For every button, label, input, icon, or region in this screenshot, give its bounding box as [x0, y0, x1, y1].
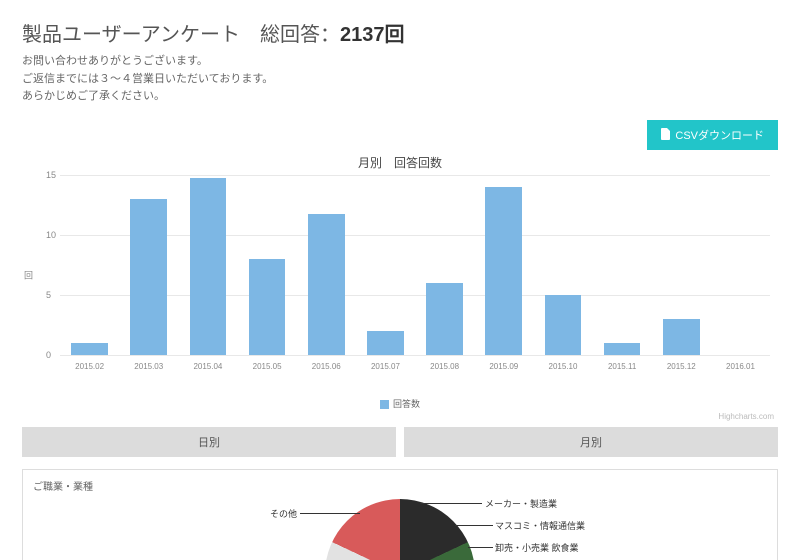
bar-slot: 2015.07	[356, 175, 415, 355]
bar-slot: 2015.05	[238, 175, 297, 355]
title-suffix: 回	[385, 24, 405, 46]
y-tick: 10	[46, 230, 56, 240]
bar-slot: 2015.12	[652, 175, 711, 355]
occupation-panel: ご職業・業種 メーカー・製造業 マスコミ・情報通信業 卸売・小売業 飲食業 観光…	[22, 469, 778, 560]
y-tick: 0	[46, 350, 51, 360]
tab-daily[interactable]: 日別	[22, 427, 396, 457]
panel-title: ご職業・業種	[33, 478, 767, 493]
bar	[190, 178, 227, 354]
page-title: 製品ユーザーアンケート 総回答：2137回	[22, 18, 778, 47]
description: お問い合わせありがとうございます。 ご返信までには３〜４営業日いただいております…	[22, 53, 778, 106]
x-tick: 2015.03	[134, 362, 163, 371]
bars-container: 2015.022015.032015.042015.052015.062015.…	[60, 175, 770, 355]
bar-slot: 2015.03	[119, 175, 178, 355]
y-tick: 5	[46, 290, 51, 300]
bar-chart: 月別 回答回数 回 0510152015.022015.032015.04201…	[22, 154, 778, 421]
bar	[604, 343, 641, 355]
pie-chart: メーカー・製造業 マスコミ・情報通信業 卸売・小売業 飲食業 観光・宿泊業 その…	[33, 499, 767, 560]
x-tick: 2016.01	[726, 362, 755, 371]
bar	[130, 199, 167, 355]
chart-title: 月別 回答回数	[22, 154, 778, 171]
chart-credit: Highcharts.com	[22, 412, 774, 421]
tab-monthly[interactable]: 月別	[404, 427, 778, 457]
title-count: 2137	[340, 24, 385, 46]
bar-slot: 2015.11	[593, 175, 652, 355]
legend-swatch	[380, 400, 389, 409]
x-tick: 2015.12	[667, 362, 696, 371]
pie-leader-line	[300, 513, 360, 514]
legend-label: 回答数	[393, 399, 420, 409]
pie-leader-line	[420, 503, 482, 504]
x-tick: 2015.05	[253, 362, 282, 371]
x-tick: 2015.06	[312, 362, 341, 371]
bar	[426, 283, 463, 355]
x-tick: 2015.10	[548, 362, 577, 371]
pie-label: マスコミ・情報通信業	[495, 519, 585, 532]
bar	[485, 187, 522, 355]
bar	[308, 214, 345, 354]
title-prefix: 製品ユーザーアンケート 総回答：	[22, 24, 340, 46]
bar-slot: 2015.08	[415, 175, 474, 355]
grid-line	[60, 355, 770, 356]
file-icon	[661, 128, 671, 143]
x-tick: 2015.11	[608, 362, 636, 371]
bar	[663, 319, 700, 355]
bar-slot: 2015.09	[474, 175, 533, 355]
x-tick: 2015.09	[489, 362, 518, 371]
bar-slot: 2016.01	[711, 175, 770, 355]
bar	[545, 295, 582, 355]
csv-button-label: CSVダウンロード	[675, 127, 764, 143]
desc-line: あらかじめご了承ください。	[22, 88, 778, 106]
csv-download-button[interactable]: CSVダウンロード	[647, 120, 778, 150]
chart-legend: 回答数	[22, 397, 778, 410]
y-tick: 15	[46, 170, 56, 180]
x-tick: 2015.04	[193, 362, 222, 371]
desc-line: お問い合わせありがとうございます。	[22, 53, 778, 71]
bar	[71, 343, 108, 355]
plot-area: 0510152015.022015.032015.042015.052015.0…	[60, 175, 770, 355]
desc-line: ご返信までには３〜４営業日いただいております。	[22, 71, 778, 89]
bar	[249, 259, 286, 355]
pie-leader-line	[455, 525, 493, 526]
pie-body	[325, 499, 475, 560]
pie-label: その他	[270, 507, 297, 520]
bar-slot: 2015.02	[60, 175, 119, 355]
pie-leader-line	[468, 547, 493, 548]
x-tick: 2015.07	[371, 362, 400, 371]
y-axis-label: 回	[24, 268, 33, 281]
x-tick: 2015.02	[75, 362, 104, 371]
pie-label: 卸売・小売業 飲食業	[495, 541, 579, 554]
bar-slot: 2015.04	[178, 175, 237, 355]
bar	[367, 331, 404, 355]
view-tabs: 日別 月別	[22, 427, 778, 457]
pie-label: メーカー・製造業	[485, 497, 557, 510]
bar-slot: 2015.06	[297, 175, 356, 355]
x-tick: 2015.08	[430, 362, 459, 371]
bar-slot: 2015.10	[533, 175, 592, 355]
